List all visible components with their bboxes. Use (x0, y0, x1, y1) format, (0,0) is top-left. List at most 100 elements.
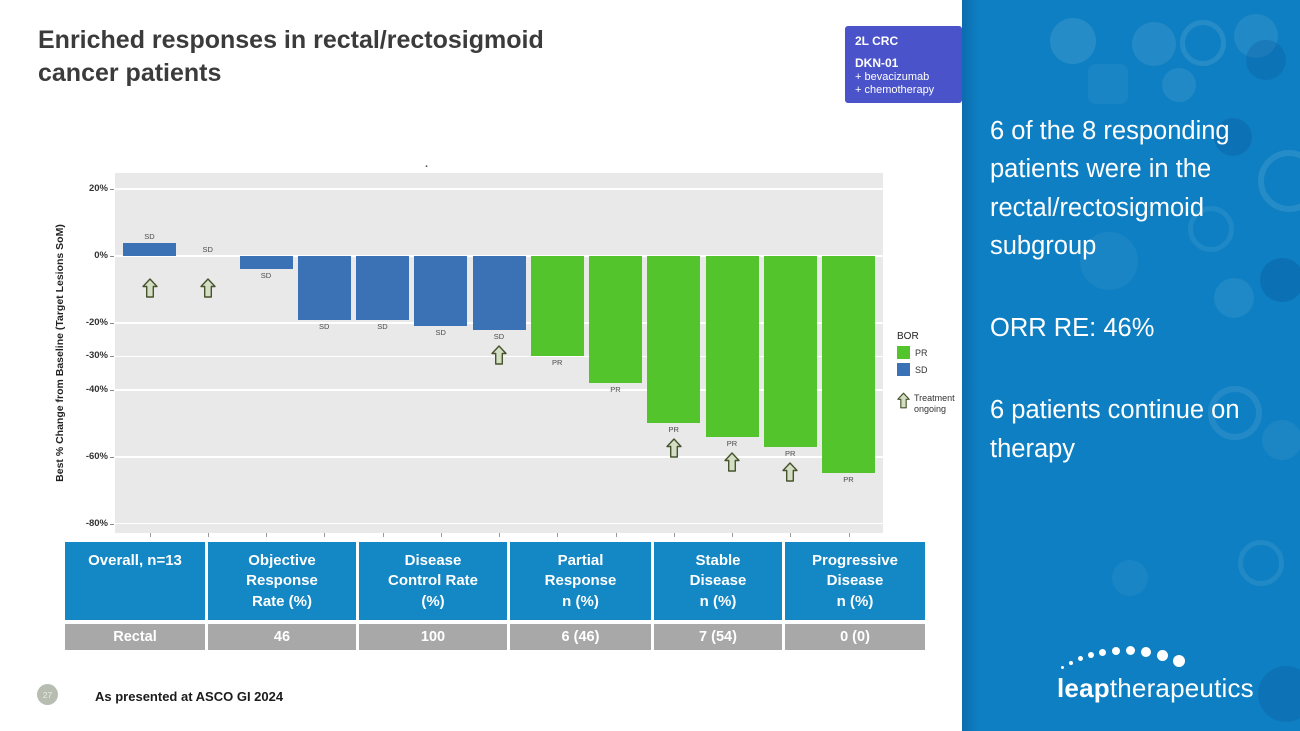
sidebar-paragraph-orr: ORR RE: 46% (990, 314, 1155, 342)
waterfall-bar (822, 256, 875, 474)
badge-line-chemotherapy: + chemotherapy (855, 84, 935, 96)
table-header-orr: Objective Response Rate (%) (208, 542, 356, 620)
legend-entry-ongoing: Treatment ongoing (897, 392, 967, 416)
logo-dot (1099, 649, 1106, 656)
waterfall-bar (647, 256, 701, 424)
gridline (115, 522, 883, 525)
bubble-decoration (1208, 386, 1262, 440)
waterfall-bar (705, 256, 759, 437)
table-cell-rectal: Rectal (65, 623, 205, 650)
study-badge: 2L CRC DKN-01 + bevacizumab + chemothera… (845, 26, 962, 103)
y-tick-label: 0% (94, 250, 108, 261)
leap-therapeutics-logo: leaptherapeutics (1057, 640, 1277, 710)
gridline (115, 389, 883, 391)
y-tick-label: -60% (85, 450, 108, 462)
logo-text-therapeutics: therapeutics (1109, 673, 1254, 703)
table-header-pd: Progressive Disease n (%) (785, 542, 925, 620)
table-header-dcr: Disease Control Rate (%) (359, 542, 507, 620)
bubble-decoration (1246, 40, 1286, 80)
bubble-decoration (1132, 22, 1176, 66)
waterfall-bar (414, 256, 468, 327)
bubble-decoration (1234, 14, 1278, 58)
x-tick-mark (266, 533, 267, 537)
legend-label-sd: SD (915, 364, 928, 375)
logo-dot (1157, 650, 1168, 661)
chart-title-dot: . (425, 158, 429, 170)
bubble-decoration (1258, 666, 1300, 722)
table-header-pr: Partial Response n (%) (510, 542, 651, 620)
x-tick-mark (499, 533, 500, 537)
waterfall-bar (530, 256, 584, 357)
bubble-decoration (1214, 118, 1252, 156)
bor-label: SD (144, 231, 155, 241)
waterfall-bar (356, 256, 409, 320)
bubble-decoration (1188, 206, 1234, 252)
treatment-ongoing-arrow-icon (782, 462, 798, 487)
bubble-decoration (1238, 540, 1284, 586)
y-tick-label: 20% (88, 183, 108, 195)
y-tick-mark (110, 189, 114, 191)
bubble-decoration (1088, 64, 1128, 104)
legend-title: BOR (897, 331, 919, 342)
treatment-ongoing-arrow-icon (666, 438, 682, 463)
logo-text: leaptherapeutics (1057, 673, 1254, 704)
bubble-decoration (1080, 232, 1138, 290)
table-header-overall: Overall, n=13 (65, 542, 205, 620)
legend-label-ongoing: Treatment ongoing (914, 393, 955, 415)
bubble-decoration (1258, 150, 1300, 212)
x-tick-mark (149, 533, 151, 537)
bor-label: SD (493, 331, 505, 341)
gridline (115, 188, 883, 190)
legend-entry-pr: PR (897, 346, 961, 359)
logo-dot (1088, 652, 1094, 658)
plot-area: SD SD SD SD SD SD SD PR PR PR PR PR PR (115, 173, 883, 533)
bor-label: PR (843, 475, 854, 485)
bor-label: PR (668, 425, 679, 435)
bor-label: SD (202, 245, 213, 254)
logo-dot (1141, 647, 1151, 657)
bor-label: SD (435, 328, 446, 338)
bubble-decoration (1112, 560, 1148, 596)
logo-dot (1112, 647, 1120, 655)
waterfall-bar (763, 256, 817, 447)
waterfall-bar (472, 256, 526, 330)
treatment-ongoing-arrow-icon (491, 344, 507, 370)
y-tick-mark (110, 389, 114, 391)
logo-dot (1173, 655, 1185, 667)
bor-label: SD (319, 321, 330, 331)
y-tick-mark (110, 356, 114, 358)
table-header-sd: Stable Disease n (%) (654, 542, 782, 620)
sd-swatch-icon (897, 363, 910, 376)
logo-text-leap: leap (1057, 673, 1110, 703)
y-tick-label: -20% (85, 316, 108, 328)
legend-label-pr: PR (915, 347, 928, 358)
x-tick-mark (440, 533, 442, 537)
bubble-decoration (1050, 18, 1096, 64)
x-tick-mark (790, 533, 792, 537)
bubble-decoration (1162, 68, 1196, 102)
y-tick-label: -40% (85, 383, 108, 395)
bubble-decoration (1260, 258, 1300, 302)
treatment-ongoing-arrow-icon (724, 451, 740, 477)
x-tick-mark (382, 533, 384, 537)
bor-label: PR (552, 358, 563, 368)
bubble-decoration (1214, 278, 1254, 318)
x-tick-mark (673, 533, 675, 537)
y-tick-label: -30% (85, 350, 108, 362)
logo-dot (1078, 656, 1083, 661)
treatment-ongoing-arrow-icon (141, 278, 158, 303)
page-number-badge: 27 (37, 684, 58, 705)
waterfall-chart: . Best % Change from Baseline (Target Le… (54, 158, 967, 537)
bor-label: SD (377, 321, 388, 331)
y-tick-mark (110, 256, 114, 257)
sidebar-paragraph-subgroup: 6 of the 8 responding patients were in t… (990, 117, 1230, 260)
bor-label: SD (260, 271, 272, 281)
sidebar: 6 of the 8 responding patients were in t… (962, 0, 1300, 731)
gridline (115, 456, 883, 458)
x-tick-mark (848, 533, 850, 537)
bor-label: PR (726, 438, 738, 448)
table-cell-dcr-value: 100 (359, 623, 507, 650)
bor-label: PR (785, 448, 796, 458)
waterfall-bar (123, 242, 176, 256)
bubble-decoration (1262, 420, 1300, 460)
